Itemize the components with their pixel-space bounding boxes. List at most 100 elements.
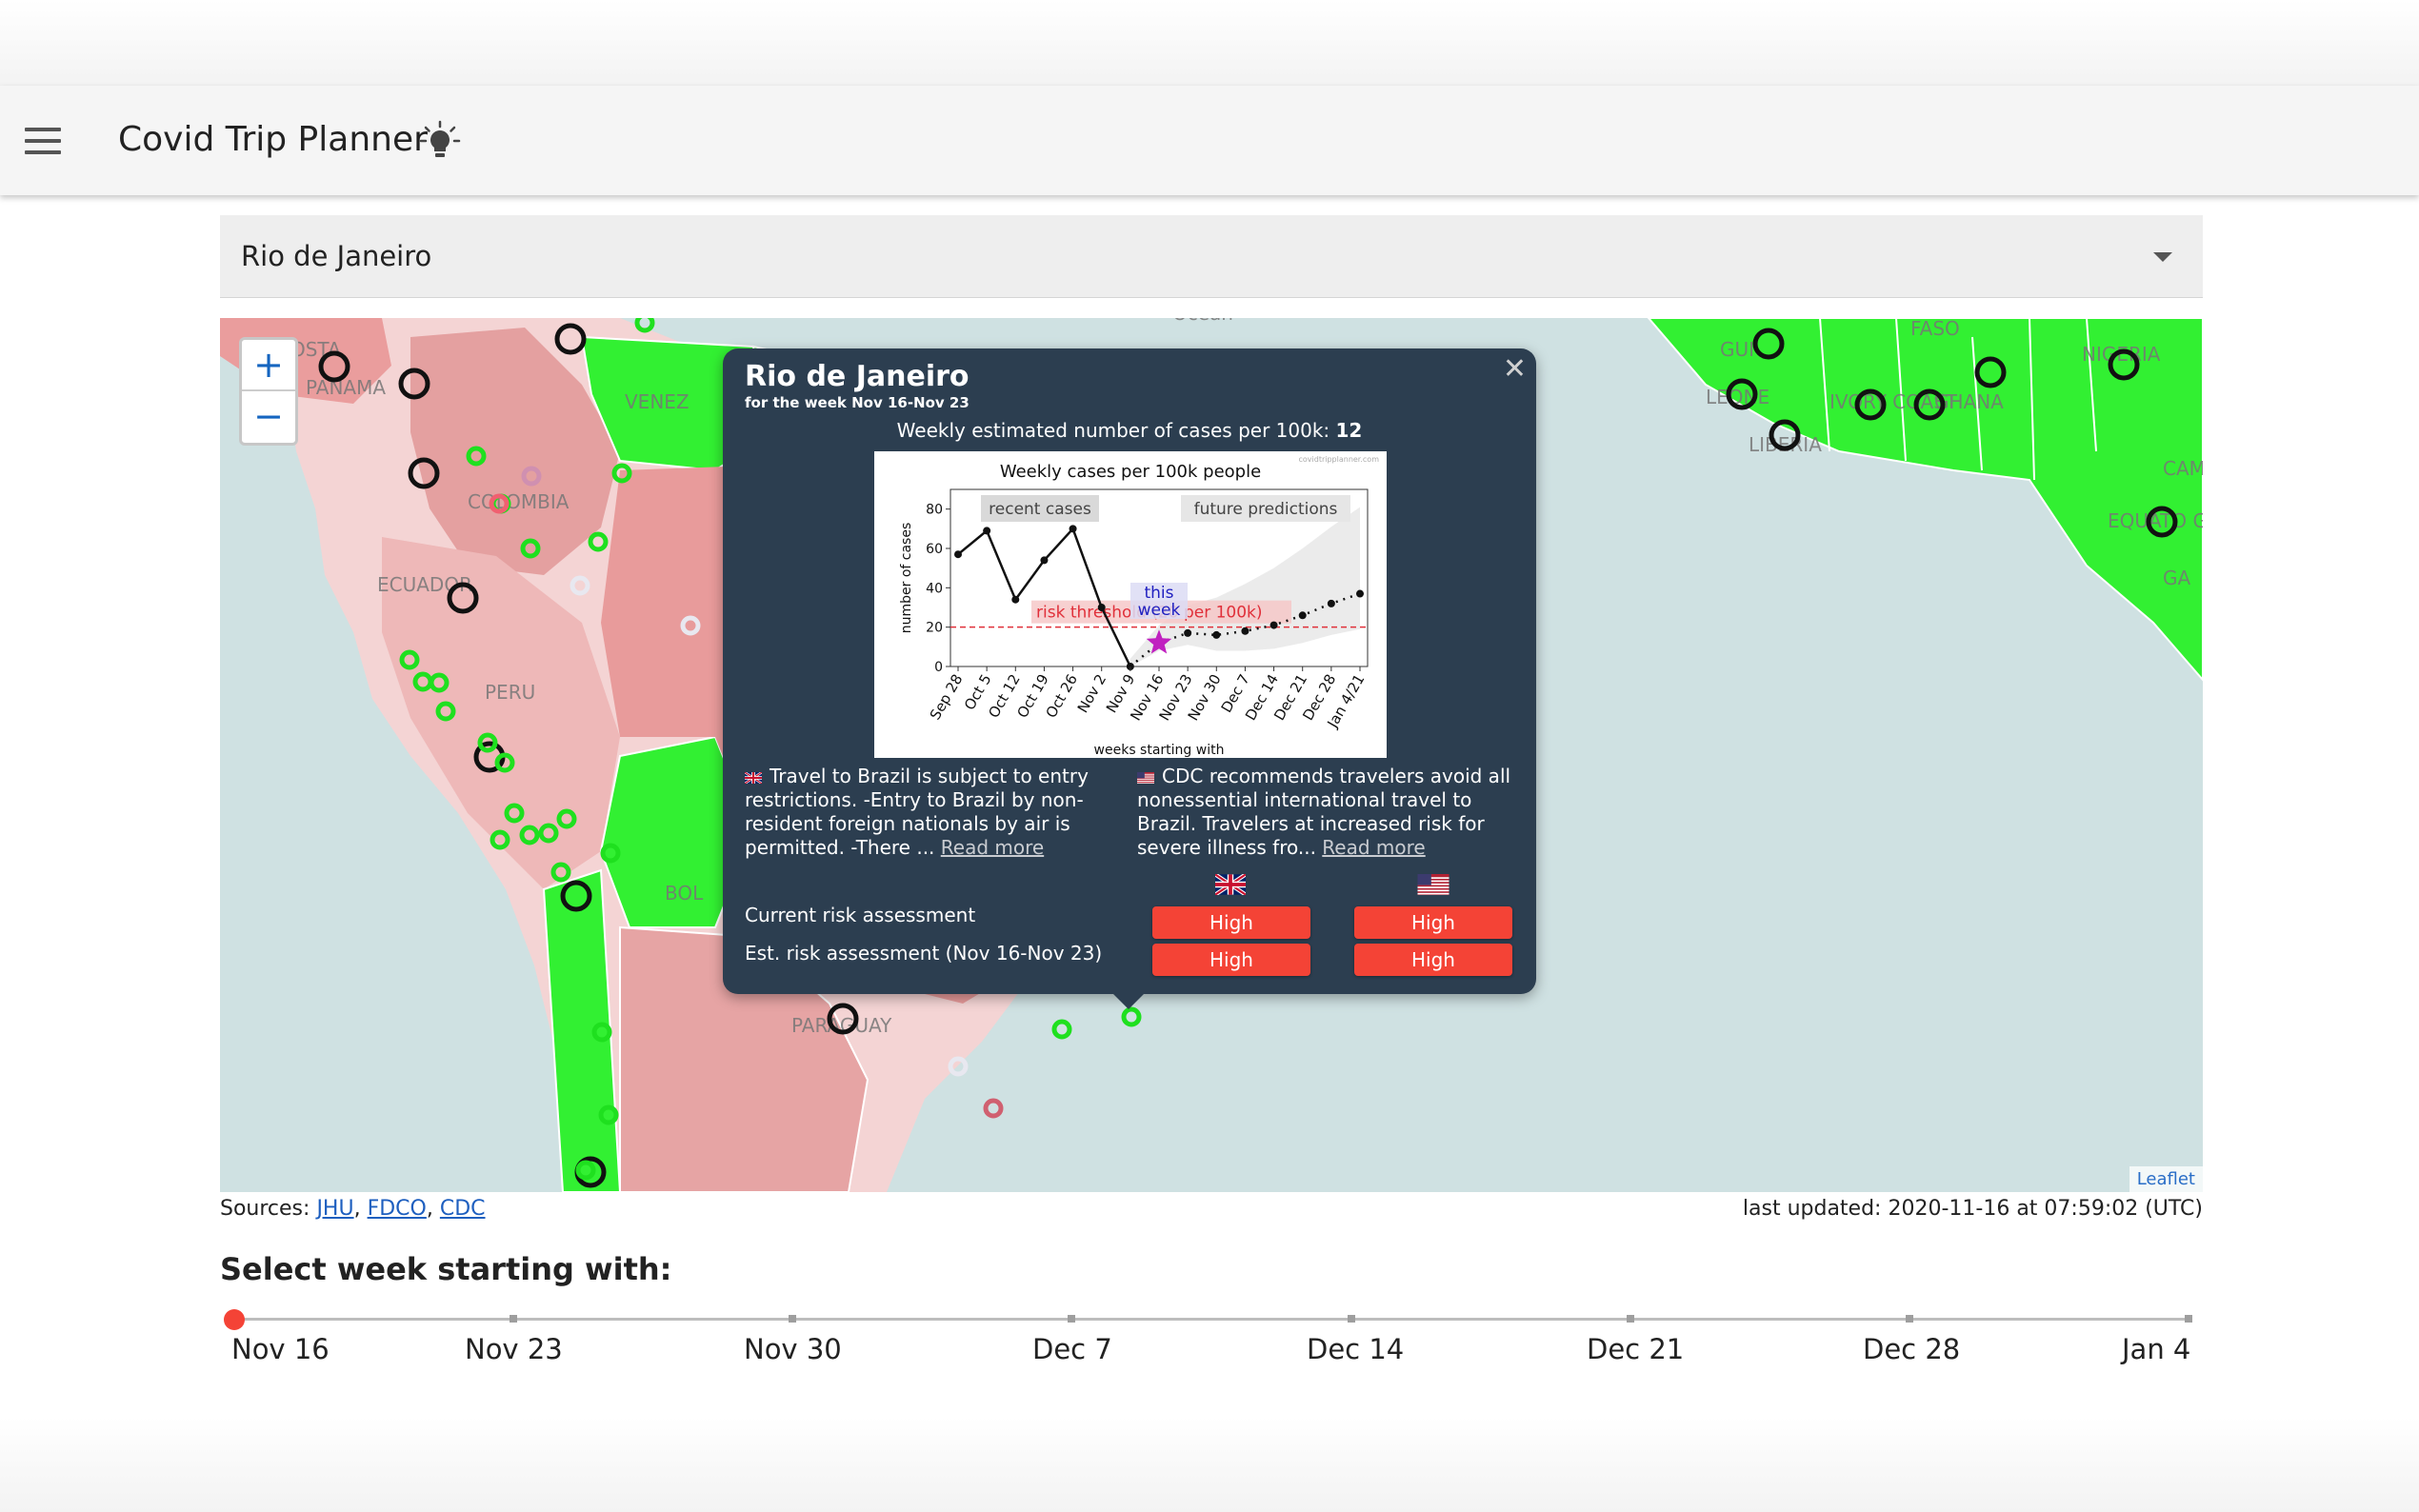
week-slider-mark[interactable] [1905, 1315, 1913, 1323]
map-marker [600, 843, 621, 864]
us-est-risk-badge[interactable]: High [1354, 944, 1512, 976]
week-slider-mark[interactable] [2185, 1315, 2192, 1323]
map-marker [519, 825, 540, 846]
week-slider-thumb[interactable] [224, 1309, 245, 1330]
y-tick-label: 20 [926, 621, 943, 636]
map-marker [550, 862, 571, 883]
app-title: Covid Trip Planner [118, 120, 428, 159]
map-marker [429, 672, 450, 693]
map-marker [1769, 419, 1801, 451]
map-marker [2146, 506, 2178, 538]
y-tick-label: 0 [934, 660, 943, 675]
week-label[interactable]: Jan 4 [2122, 1333, 2191, 1365]
map-label-guinea: GUI [1720, 338, 1754, 361]
this-week-star-marker [1146, 629, 1172, 654]
week-slider-mark[interactable] [1626, 1315, 1634, 1323]
week-label[interactable]: Dec 28 [1863, 1333, 1961, 1365]
annotation-recent-cases: recent cases [989, 500, 1091, 519]
us-read-more-link[interactable]: Read more [1322, 836, 1426, 859]
sources: Sources: JHU, FDCO, CDC [220, 1197, 486, 1221]
map-label-ocean: Ocean [1172, 318, 1233, 325]
popup-subtitle: for the week Nov 16-Nov 23 [745, 394, 970, 411]
weekly-cases-value: 12 [1335, 419, 1363, 442]
map-label-equatorial-guinea: EQUATO GUINEA [2108, 509, 2203, 532]
map-marker [983, 1098, 1004, 1119]
week-label[interactable]: Nov 30 [744, 1333, 842, 1365]
bottom-background [0, 1417, 2419, 1512]
map-label-ghana: GHANA [1934, 390, 2004, 413]
leaflet-attribution[interactable]: Leaflet [2129, 1166, 2203, 1192]
us-current-risk-badge[interactable]: High [1354, 906, 1512, 939]
this-week-label: this [1144, 584, 1173, 603]
caret-down-icon[interactable] [2153, 252, 2172, 262]
uk-est-risk-badge[interactable]: High [1152, 944, 1310, 976]
map-marker [827, 1003, 859, 1035]
popup-pointer [1111, 992, 1146, 1009]
annotation-bg-recent [981, 495, 1099, 522]
map-label-peru: PERU [485, 681, 535, 704]
map-marker [1913, 388, 1946, 421]
week-label[interactable]: Dec 21 [1587, 1333, 1685, 1365]
source-link-fdco[interactable]: FDCO [367, 1197, 427, 1221]
data-point-recent-cases [1011, 595, 1020, 604]
week-label[interactable]: Nov 16 [231, 1333, 330, 1365]
this-week-label: week [1138, 601, 1181, 620]
map-marker [1051, 1019, 1072, 1040]
week-label[interactable]: Dec 7 [1032, 1333, 1112, 1365]
uk-flag-icon [1215, 874, 1246, 895]
data-point-future-predictions [1356, 589, 1364, 598]
uk-read-more-link[interactable]: Read more [940, 836, 1045, 859]
map-label-bolivia: BOL [665, 882, 704, 905]
colombia-region [410, 328, 620, 575]
map-marker [588, 531, 609, 552]
weekly-cases-label: Weekly estimated number of cases per 100… [896, 419, 1336, 442]
data-point-future-predictions [1298, 611, 1307, 620]
source-link-cdc[interactable]: CDC [439, 1197, 486, 1221]
week-slider-rail[interactable] [234, 1318, 2189, 1321]
current-risk-label: Current risk assessment [745, 904, 976, 926]
map-marker [1974, 356, 2007, 388]
map-marker [489, 493, 510, 514]
cases-chart: Weekly cases per 100k people covidtrippla… [874, 451, 1387, 758]
y-tick-label: 80 [926, 503, 943, 518]
app-bar: Covid Trip Planner [0, 86, 2419, 195]
y-tick-label: 60 [926, 542, 943, 557]
annotation-bg-future [1181, 495, 1350, 522]
cases-chart-svg: Weekly cases per 100k people covidtrippla… [899, 455, 1379, 758]
location-select[interactable]: Rio de Janeiro [220, 215, 2203, 298]
peru-region [382, 537, 620, 889]
map-marker [538, 823, 559, 844]
week-label[interactable]: Dec 14 [1307, 1333, 1405, 1365]
popup-title: Rio de Janeiro [745, 360, 970, 393]
map-marker [634, 318, 655, 333]
week-slider-mark[interactable] [1068, 1315, 1076, 1323]
week-slider-mark[interactable] [1347, 1315, 1355, 1323]
zoom-out-button[interactable]: − [253, 395, 284, 437]
source-link-jhu[interactable]: JHU [316, 1197, 354, 1221]
lightbulb-icon[interactable] [417, 118, 463, 164]
sources-label: Sources: [220, 1197, 317, 1221]
map-marker [1726, 378, 1758, 410]
y-tick-label: 40 [926, 581, 943, 596]
zoom-in-button[interactable]: + [242, 340, 295, 391]
week-slider-mark[interactable] [789, 1315, 797, 1323]
this-week-label-bg [1130, 583, 1188, 619]
map-label-gabon: GA [2163, 567, 2190, 589]
close-icon[interactable]: ✕ [1502, 352, 1527, 386]
data-point-future-predictions [1327, 599, 1335, 607]
week-label[interactable]: Nov 23 [465, 1333, 563, 1365]
map-marker [948, 1056, 969, 1077]
map-marker [399, 649, 420, 670]
map-marker [554, 323, 587, 355]
map-marker [398, 368, 430, 400]
map-marker [1854, 388, 1887, 421]
prediction-band [1130, 507, 1360, 666]
menu-icon[interactable] [25, 128, 61, 154]
chart-title: Weekly cases per 100k people [1000, 462, 1261, 482]
map-marker [560, 880, 592, 912]
uk-current-risk-badge[interactable]: High [1152, 906, 1310, 939]
us-advice-text: CDC recommends travelers avoid all nones… [1137, 765, 1511, 859]
us-advice: CDC recommends travelers avoid all nones… [1137, 765, 1522, 860]
map-label-nigeria: NIGERIA [2082, 343, 2161, 366]
week-slider-mark[interactable] [510, 1315, 518, 1323]
